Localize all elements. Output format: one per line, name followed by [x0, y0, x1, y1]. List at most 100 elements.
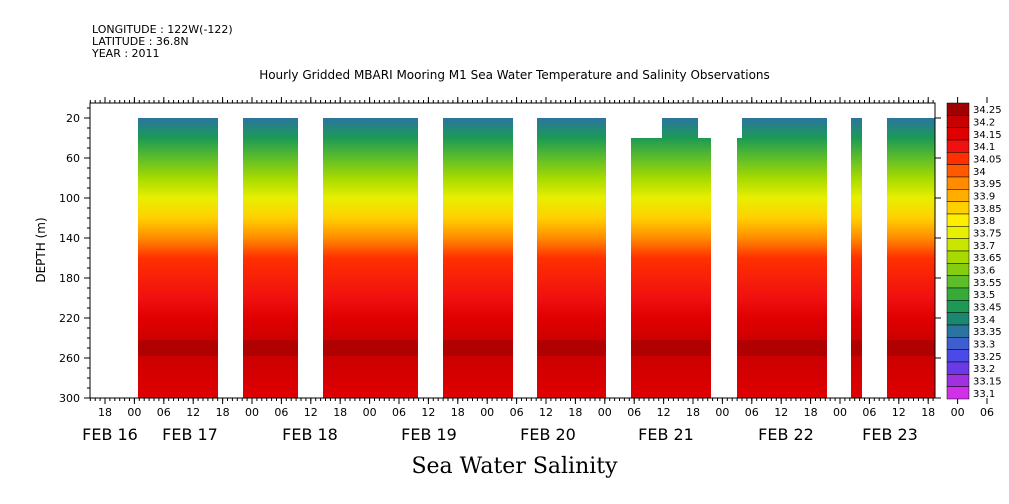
x-tick-label: 18	[686, 406, 700, 419]
data-gap	[698, 118, 711, 138]
x-tick-label: 18	[98, 406, 112, 419]
y-tick-label: 100	[59, 192, 80, 205]
colorbar-label: 33.8	[973, 216, 995, 227]
x-tick-label: 06	[627, 406, 641, 419]
colorbar-swatch	[946, 287, 970, 301]
colorbar-swatch	[946, 263, 970, 276]
x-tick-label: 12	[186, 406, 200, 419]
x-tick-label: 18	[216, 406, 230, 419]
x-tick-label: 06	[392, 406, 406, 419]
x-tick-label: 12	[539, 406, 553, 419]
high-salinity-core	[887, 340, 935, 356]
colorbar-label: 33.75	[973, 229, 1002, 240]
y-tick-label: 180	[59, 272, 80, 285]
colorbar-label: 33.95	[973, 179, 1002, 190]
y-tick-label: 60	[66, 152, 80, 165]
colorbar-swatch	[946, 201, 970, 215]
colorbar-swatch	[946, 164, 970, 178]
plot-metadata: LONGITUDE : 122W(-122) LATITUDE : 36.8N …	[92, 24, 233, 60]
colorbar-swatch	[946, 386, 970, 400]
x-date-label: FEB 17	[162, 425, 218, 444]
data-layer	[138, 118, 935, 398]
x-tick-label: 00	[951, 406, 965, 419]
x-date-label: FEB 21	[638, 425, 694, 444]
colorbar-label: 34.15	[973, 130, 1002, 141]
colorbar: 34.2534.234.1534.134.053433.9533.933.853…	[946, 102, 1002, 400]
x-tick-label: 06	[862, 406, 876, 419]
frame-layer	[89, 102, 936, 399]
data-gap	[737, 118, 742, 138]
high-salinity-core	[138, 340, 218, 356]
y-tick-label: 260	[59, 352, 80, 365]
x-tick-label: 12	[774, 406, 788, 419]
colorbar-label: 33.35	[973, 327, 1002, 338]
x-tick-label: 18	[568, 406, 582, 419]
colorbar-swatch	[946, 102, 970, 116]
high-salinity-core	[631, 340, 711, 356]
x-date-label: FEB 16	[82, 425, 138, 444]
colorbar-swatch	[946, 213, 970, 227]
x-tick-label: 00	[598, 406, 612, 419]
high-salinity-core	[243, 340, 298, 356]
longitude-label: LONGITUDE : 122W(-122)	[92, 23, 233, 36]
x-tick-label: 00	[363, 406, 377, 419]
colorbar-label: 33.7	[973, 241, 995, 252]
x-tick-label: 00	[245, 406, 259, 419]
x-tick-label: 00	[127, 406, 141, 419]
x-tick-label: 06	[274, 406, 288, 419]
x-tick-label: 12	[892, 406, 906, 419]
colorbar-swatch	[946, 189, 970, 202]
colorbar-swatch	[946, 361, 970, 375]
colorbar-label: 33.4	[973, 315, 995, 326]
colorbar-swatch	[946, 127, 970, 141]
y-tick-label: 220	[59, 312, 80, 325]
x-date-label: FEB 20	[520, 425, 576, 444]
x-tick-label: 18	[921, 406, 935, 419]
colorbar-label: 34.2	[973, 118, 995, 129]
high-salinity-core	[737, 340, 827, 356]
colorbar-label: 33.5	[973, 290, 995, 301]
high-salinity-core	[537, 340, 606, 356]
colorbar-label: 34	[973, 167, 986, 178]
colorbar-label: 33.15	[973, 377, 1002, 388]
colorbar-swatch	[946, 312, 970, 326]
x-tick-label: 00	[480, 406, 494, 419]
chart-title: Hourly Gridded MBARI Mooring M1 Sea Wate…	[259, 68, 770, 82]
x-date-label: FEB 19	[401, 425, 457, 444]
colorbar-swatch	[946, 349, 970, 363]
x-tick-label: 06	[745, 406, 759, 419]
x-tick-label: 00	[833, 406, 847, 419]
colorbar-label: 34.05	[973, 155, 1002, 166]
colorbar-swatch	[946, 176, 970, 190]
colorbar-label: 34.1	[973, 142, 995, 153]
colorbar-swatch	[946, 238, 970, 252]
colorbar-label: 33.55	[973, 278, 1002, 289]
x-tick-label: 12	[304, 406, 318, 419]
colorbar-label: 33.65	[973, 253, 1002, 264]
x-tick-label: 06	[157, 406, 171, 419]
y-tick-label: 300	[59, 392, 80, 405]
x-tick-label: 06	[510, 406, 524, 419]
x-date-label: FEB 22	[758, 425, 814, 444]
colorbar-swatch	[946, 374, 970, 387]
x-tick-label: 06	[980, 406, 994, 419]
x-axis-title: Sea Water Salinity	[411, 454, 618, 479]
x-tick-label: 00	[715, 406, 729, 419]
colorbar-label: 33.9	[973, 192, 995, 203]
colorbar-swatch	[946, 226, 970, 239]
x-tick-label: 18	[333, 406, 347, 419]
x-tick-label: 12	[421, 406, 435, 419]
x-tick-label: 12	[657, 406, 671, 419]
colorbar-swatch	[946, 115, 970, 128]
colorbar-swatch	[946, 300, 970, 313]
colorbar-swatch	[946, 275, 970, 289]
colorbar-swatch	[946, 152, 970, 165]
colorbar-swatch	[946, 139, 970, 153]
data-gap	[631, 118, 662, 138]
y-axis-label: DEPTH (m)	[34, 217, 48, 282]
high-salinity-core	[323, 340, 418, 356]
colorbar-label: 33.1	[973, 389, 995, 400]
colorbar-label: 33.45	[973, 303, 1002, 314]
year-label: YEAR : 2011	[92, 47, 160, 60]
